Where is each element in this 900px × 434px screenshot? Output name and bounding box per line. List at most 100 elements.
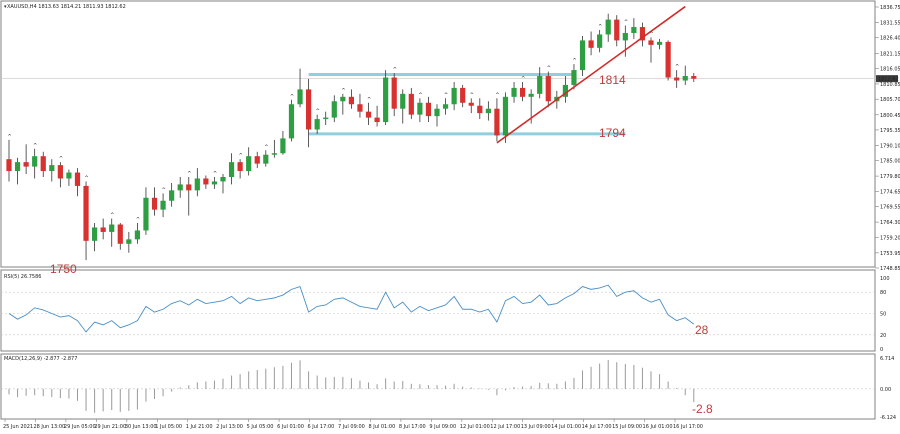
candle-body xyxy=(32,156,38,167)
candle-body xyxy=(314,119,320,130)
candle xyxy=(665,40,671,81)
candle xyxy=(408,87,414,120)
price-tick-label: 1795.35 xyxy=(880,128,900,134)
candle-body xyxy=(383,77,389,123)
time-tick-label: 12 Jul 17:00 xyxy=(490,424,520,430)
candle xyxy=(23,144,29,175)
candle-body xyxy=(280,138,286,154)
candle-body xyxy=(14,162,21,172)
rsi-tick-label: 50 xyxy=(880,312,886,318)
fractal-mark: ^ xyxy=(316,109,320,115)
price-axis: 1836.75 1831.55 1826.40 1821.15 1816.05 1810.… xyxy=(875,5,900,272)
time-tick-label: 25 Jun 2021 xyxy=(3,424,33,430)
candle: ^ xyxy=(571,58,577,90)
fractal-mark: ^ xyxy=(110,213,114,219)
time-tick-label: 13 Jul 09:00 xyxy=(521,424,551,430)
candle-body xyxy=(468,102,474,106)
macd-pane-frame xyxy=(0,353,876,420)
macd-tick-label: 0.00 xyxy=(880,387,891,393)
candle xyxy=(280,130,286,155)
candle: ^ xyxy=(109,213,114,247)
candle-body xyxy=(674,77,680,81)
rsi-value-label: 28 xyxy=(695,323,709,337)
candle-body xyxy=(579,40,586,71)
candle: ^ xyxy=(211,171,218,189)
macd-axis: 6.714 0.00 -6.124 xyxy=(880,356,896,421)
candle-body xyxy=(502,96,509,136)
rsi-tick-label: 80 xyxy=(880,290,886,296)
candle: ^ xyxy=(468,92,474,114)
candle xyxy=(485,101,491,121)
time-tick-label: 5 Jul 05:00 xyxy=(247,424,274,430)
macd-histogram[interactable] xyxy=(8,359,695,413)
rsi-pane-frame xyxy=(0,269,876,352)
candle: ^ xyxy=(340,88,346,115)
fractal-mark: ^ xyxy=(598,24,602,30)
fractal-mark: ^ xyxy=(470,92,474,98)
price-tick-label: 1836.75 xyxy=(880,5,900,11)
current-price-label: 1812.62 xyxy=(878,77,899,83)
candle xyxy=(306,79,312,148)
fractal-mark: ^ xyxy=(650,31,654,37)
current-price-tag xyxy=(876,75,898,83)
candle-body xyxy=(537,76,543,94)
price-tick-label: 1769.55 xyxy=(880,205,900,211)
candle-body xyxy=(511,87,517,97)
candle-body xyxy=(442,104,449,109)
candle xyxy=(254,151,260,169)
time-tick-label: 8 Jul 01:00 xyxy=(368,424,395,430)
time-tick-label: 14 Jul 17:00 xyxy=(582,424,612,430)
candle: ^ xyxy=(494,92,500,142)
price-tick-label: 1816.05 xyxy=(880,66,900,72)
candle xyxy=(220,174,226,194)
fractal-mark: ^ xyxy=(521,76,525,82)
candle-body xyxy=(83,185,89,241)
time-tick-label: 6 Jul 01:00 xyxy=(277,424,304,430)
candle-body xyxy=(211,181,218,185)
candle xyxy=(194,168,200,197)
price-tick-label: 1785.00 xyxy=(880,159,900,165)
candle: ^ xyxy=(391,67,397,117)
fractal-mark: ^ xyxy=(495,92,499,98)
rsi-tick-label: 0 xyxy=(880,347,883,353)
candle-body xyxy=(545,76,551,102)
candle-body xyxy=(263,154,269,164)
rsi-line[interactable] xyxy=(8,284,695,333)
candle-body xyxy=(237,162,243,172)
candle-body xyxy=(49,165,55,172)
candle-body xyxy=(588,40,594,48)
support-resistance-lines xyxy=(308,73,626,136)
candle: ^ xyxy=(314,109,320,134)
candle xyxy=(460,84,466,108)
fractal-mark: ^ xyxy=(367,97,371,103)
candlestick-series[interactable]: ^ ^ ^ ^ ^ ^ ^ ^ ^ ^ ^ ^ ^ ^ ^ ^ ^ ^ ^ ^ ^ ^ ^ ^ ^ ^ ^ xyxy=(6,13,697,261)
candle: ^ xyxy=(32,143,37,179)
macd-tick-label: 6.714 xyxy=(880,356,894,362)
candle xyxy=(49,159,55,182)
fractal-mark: ^ xyxy=(418,92,422,98)
candle-body xyxy=(246,156,252,172)
rsi-tick-label: 100 xyxy=(880,276,890,282)
low-label: 1750 xyxy=(50,262,77,276)
fractal-mark: ^ xyxy=(213,171,217,177)
rsi-grid xyxy=(1,291,875,336)
time-tick-label: 1 Jul 05:00 xyxy=(155,424,182,430)
candle xyxy=(92,223,98,252)
trend-line[interactable] xyxy=(496,5,686,144)
candle-body xyxy=(614,19,620,41)
candle-body xyxy=(169,190,175,201)
candle-body xyxy=(57,165,63,179)
main-header-label: XAUUSD,H4 1813.63 1814.21 1811.93 1812.6… xyxy=(7,4,126,10)
candle-body xyxy=(203,178,209,185)
candle: ^ xyxy=(365,97,371,126)
candle-body xyxy=(571,70,577,85)
candle-body xyxy=(400,93,406,109)
candle-body xyxy=(177,184,183,191)
candle-body xyxy=(494,108,500,136)
candle-body xyxy=(92,227,98,241)
candle: ^ xyxy=(622,20,628,57)
candle-body xyxy=(40,156,46,172)
candle-body xyxy=(562,84,568,97)
candle xyxy=(400,89,406,124)
